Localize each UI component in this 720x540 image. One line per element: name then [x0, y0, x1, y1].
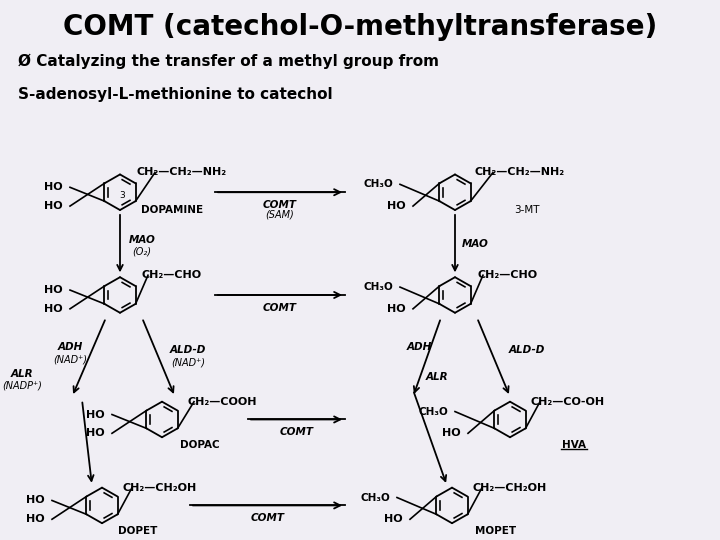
Text: HO: HO — [86, 428, 105, 438]
Text: 3-MT: 3-MT — [514, 205, 540, 215]
Text: ALD-D: ALD-D — [170, 345, 206, 355]
Text: Ø Catalyzing the transfer of a methyl group from: Ø Catalyzing the transfer of a methyl gr… — [18, 53, 439, 69]
Text: HO: HO — [86, 409, 105, 420]
Text: DOPET: DOPET — [118, 526, 158, 536]
Text: HO: HO — [384, 514, 403, 524]
Text: (NADP⁺): (NADP⁺) — [2, 381, 42, 391]
Text: HVA: HVA — [562, 440, 586, 450]
Text: COMT: COMT — [263, 303, 297, 313]
Text: CH₂—COOH: CH₂—COOH — [187, 397, 257, 407]
Text: MAO: MAO — [129, 235, 156, 245]
Text: HO: HO — [45, 201, 63, 211]
Text: MOPET: MOPET — [475, 526, 516, 536]
Text: HO: HO — [45, 304, 63, 314]
Text: DOPAC: DOPAC — [180, 440, 220, 450]
Text: ALR: ALR — [426, 372, 449, 382]
Text: DOPAMINE: DOPAMINE — [141, 205, 203, 215]
Text: HO: HO — [27, 514, 45, 524]
Text: CH₂—CH₂OH: CH₂—CH₂OH — [473, 483, 547, 492]
Text: HO: HO — [387, 304, 406, 314]
Text: ADH: ADH — [58, 342, 83, 352]
Text: COMT: COMT — [279, 427, 313, 437]
Text: CH₃O: CH₃O — [364, 179, 393, 190]
Text: COMT: COMT — [251, 513, 284, 523]
Text: ALD-D: ALD-D — [509, 345, 545, 355]
Text: COMT: COMT — [263, 200, 297, 210]
Text: HO: HO — [45, 183, 63, 192]
Text: CH₃O: CH₃O — [364, 282, 393, 292]
Text: ALR: ALR — [11, 369, 33, 379]
Text: COMT (catechol-O-methyltransferase): COMT (catechol-O-methyltransferase) — [63, 12, 657, 40]
Text: CH₂—CHO: CH₂—CHO — [478, 270, 538, 280]
Text: CH₃O: CH₃O — [360, 492, 390, 503]
Text: CH₂—CHO: CH₂—CHO — [142, 270, 202, 280]
Text: CH₃O: CH₃O — [418, 407, 448, 416]
Text: (NAD⁺): (NAD⁺) — [53, 354, 87, 364]
Text: (NAD⁺): (NAD⁺) — [171, 357, 205, 367]
Text: (SAM): (SAM) — [266, 210, 294, 220]
Text: HO: HO — [387, 201, 406, 211]
Text: CH₂—CH₂OH: CH₂—CH₂OH — [123, 483, 197, 492]
Text: ADH: ADH — [406, 342, 431, 352]
Text: HO: HO — [442, 428, 461, 438]
Text: MAO: MAO — [462, 239, 488, 248]
Text: CH₂—CH₂—NH₂: CH₂—CH₂—NH₂ — [137, 167, 227, 178]
Text: S-adenosyl-L-methionine to catechol: S-adenosyl-L-methionine to catechol — [18, 87, 333, 102]
Text: CH₂—CH₂—NH₂: CH₂—CH₂—NH₂ — [475, 167, 565, 178]
Text: HO: HO — [45, 285, 63, 295]
Text: (O₂): (O₂) — [132, 247, 151, 256]
Text: 3: 3 — [119, 191, 125, 200]
Text: CH₂—CO‐OH: CH₂—CO‐OH — [531, 397, 605, 407]
Text: HO: HO — [27, 496, 45, 505]
